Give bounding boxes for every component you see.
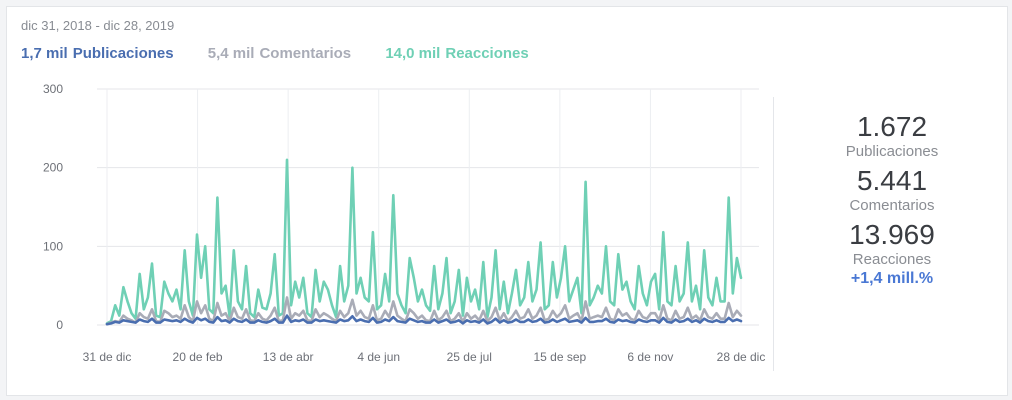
series-line-publicaciones [105,314,743,326]
x-tick-label: 4 de jun [357,350,400,364]
total-publicaciones-label: Publicaciones [845,143,939,160]
y-tick-label: 0 [56,318,63,332]
x-tick-label: 6 de nov [627,350,673,364]
total-reacciones-value: 13.969 [849,219,935,250]
y-tick-label: 300 [43,82,63,96]
total-comentarios-label: Comentarios [849,197,935,214]
legend-reacciones-label: Reacciones [445,45,529,62]
line-chart: 0 100 200 300 31 de dic 20 de feb 13 de abr 4 … [43,82,766,364]
legend-reacciones-value: 14,0 mil [385,45,441,62]
y-tick-label: 200 [43,161,63,175]
x-tick-label: 13 de abr [263,350,314,364]
chart-grid [97,88,759,326]
total-comentarios-value: 5.441 [856,165,928,196]
totals-panel: 1.672 Publicaciones 5.441 Comentarios 13… [807,111,977,289]
divider [773,97,774,371]
chart-legend: 1,7 mil Publicaciones 5,4 mil Comentarios … [21,45,559,62]
series-line-comentarios [105,296,743,326]
total-publicaciones-value: 1.672 [856,111,928,142]
legend-comentarios-label: Comentarios [259,45,352,62]
y-axis: 0 100 200 300 [43,82,63,332]
chart-series [105,158,743,326]
legend-comentarios[interactable]: 5,4 mil Comentarios [208,45,351,62]
date-range: dic 31, 2018 - dic 28, 2019 [21,18,175,33]
legend-publicaciones-value: 1,7 mil [21,45,68,62]
legend-comentarios-value: 5,4 mil [207,45,255,62]
x-tick-label: 25 de jul [447,350,492,364]
x-tick-label: 31 de dic [83,350,132,364]
x-tick-label: 28 de dic [717,350,766,364]
legend-reacciones[interactable]: 14,0 mil Reacciones [385,45,528,62]
insights-card: dic 31, 2018 - dic 28, 2019 1,7 mil Publi… [6,6,1008,396]
x-tick-label: 20 de feb [173,350,223,364]
total-reacciones-label: Reacciones [852,251,932,268]
x-axis: 31 de dic 20 de feb 13 de abr 4 de jun 25 de… [83,350,766,364]
x-tick-label: 15 de sep [533,350,586,364]
legend-publicaciones-label: Publicaciones [72,45,174,62]
series-line-reacciones [105,158,743,325]
y-tick-label: 100 [43,239,63,253]
reacciones-change-badge: +1,4 mill.% [850,270,934,287]
legend-publicaciones[interactable]: 1,7 mil Publicaciones [21,45,174,62]
